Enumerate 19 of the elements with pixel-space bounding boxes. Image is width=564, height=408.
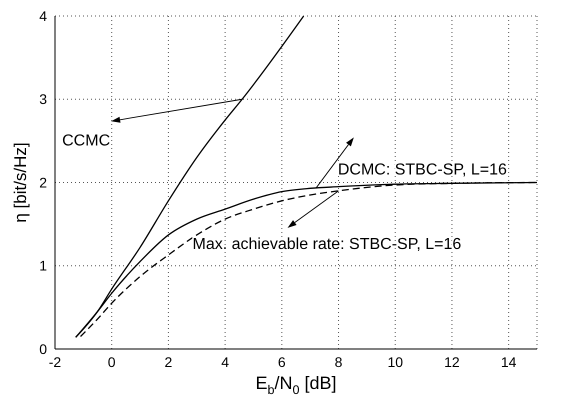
x-tick-label: 0	[108, 354, 116, 370]
x-tick-label: -2	[48, 354, 62, 370]
annotation: CCMC	[62, 132, 110, 150]
y-axis-title: η [bit/s/Hz]	[11, 142, 30, 223]
y-tick-label: 0	[39, 340, 48, 357]
y-tick-label: 2	[39, 174, 48, 190]
x-tick-label: 12	[444, 354, 460, 370]
x-tick-label: 8	[334, 354, 343, 370]
x-axis-title: E$_{b}$/N$_{0}$ [dB]	[255, 373, 337, 397]
annotation: DCMC: STBC-SP, L=16	[338, 161, 508, 178]
x-tick-label: 2	[164, 354, 173, 370]
x-tick-label: 14	[500, 354, 517, 370]
annotation: Max. achievable rate: STBC-SP, L=16	[192, 236, 462, 253]
y-tick-label: 4	[39, 8, 48, 24]
x-tick-label: 10	[387, 354, 404, 370]
x-tick-label: 6	[278, 354, 286, 370]
y-tick-label: 3	[39, 91, 48, 108]
x-tick-label: 4	[221, 354, 230, 370]
y-tick-label: 1	[39, 258, 48, 274]
